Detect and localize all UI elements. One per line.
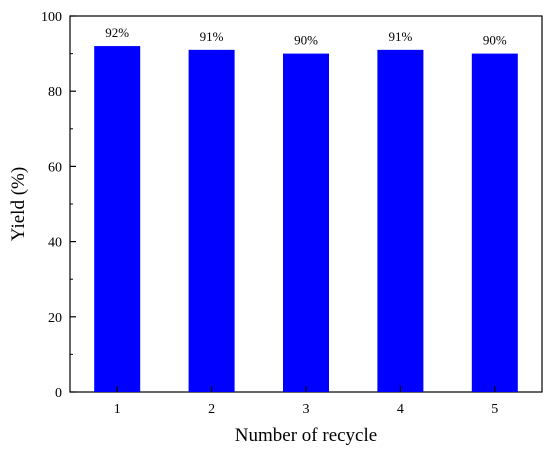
data-label-4: 91% [388,29,412,44]
bar-1 [94,46,141,393]
bar-5 [471,53,518,392]
data-label-3: 90% [294,33,318,48]
x-tick-label-5: 5 [491,402,498,417]
y-tick-label-20: 20 [48,311,62,326]
data-labels: 92% 91% 90% 91% 90% [105,25,507,48]
data-label-5: 90% [483,33,507,48]
x-tick-label-3: 3 [303,402,310,417]
data-label-2: 91% [200,29,224,44]
x-axis-title: Number of recycle [235,425,377,446]
bar-3 [283,53,329,392]
x-tick-label-2: 2 [208,402,215,417]
y-tick-label-100: 100 [41,10,62,25]
bars [94,46,518,393]
y-tick-label-0: 0 [55,386,62,401]
bar-2 [188,49,235,393]
y-axis-title: Yield (%) [8,167,29,241]
y-tick-label-60: 60 [48,160,62,175]
y-tick-label-80: 80 [48,85,62,100]
x-tick-label-1: 1 [114,402,121,417]
data-label-1: 92% [105,25,129,40]
y-tick-label-40: 40 [48,236,62,251]
bar-4 [377,49,424,393]
axis-ticks: 0 20 40 60 80 100 1 2 3 4 5 [41,10,498,417]
x-tick-label-4: 4 [397,402,404,417]
